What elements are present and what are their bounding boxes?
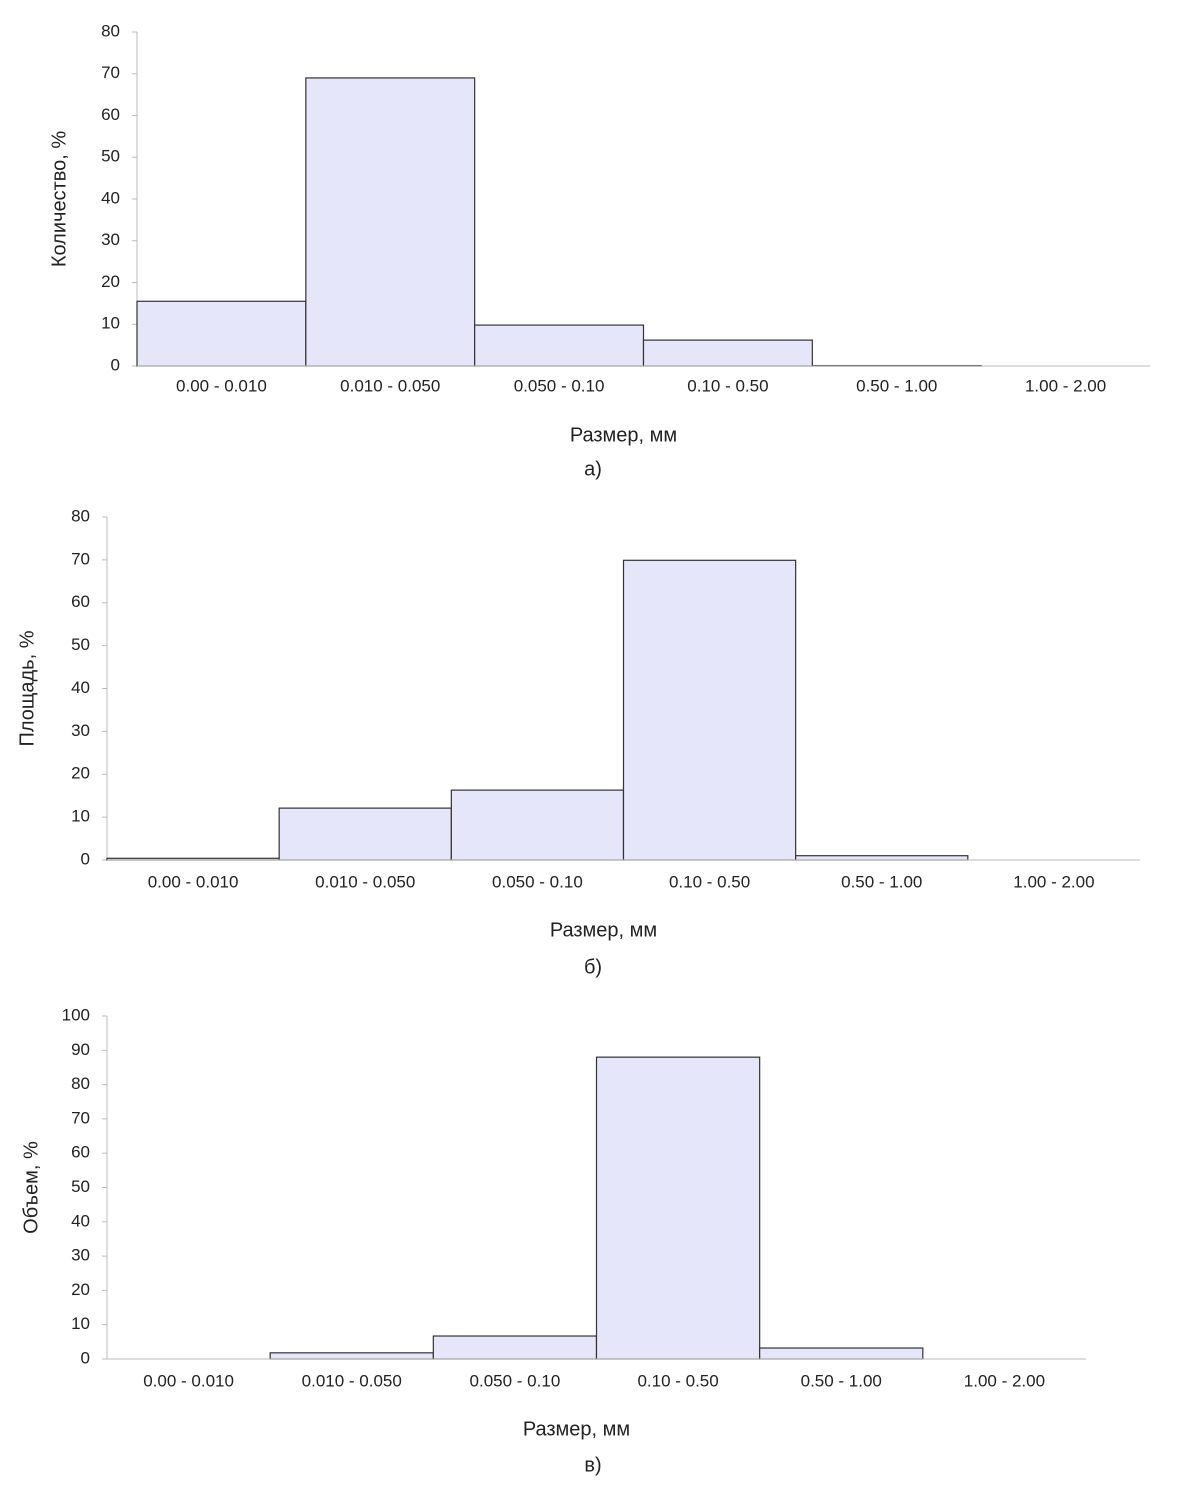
y-tick-label: 60	[71, 1143, 90, 1162]
y-tick-label: 0	[111, 355, 120, 374]
bar	[136, 300, 307, 367]
bar	[642, 339, 813, 367]
caption: а)	[584, 458, 602, 480]
y-tick-label: 60	[71, 592, 90, 611]
y-tick-label: 100	[62, 1005, 90, 1024]
x-axis-label: Размер, мм	[550, 919, 657, 941]
x-axis-label: Размер, мм	[523, 1418, 630, 1440]
y-tick-label: 90	[71, 1040, 90, 1059]
x-tick-label: 1.00 - 2.00	[1013, 872, 1094, 891]
x-tick-label: 0.010 - 0.050	[340, 376, 440, 395]
y-tick-label: 70	[101, 63, 120, 82]
y-tick-label: 40	[71, 1211, 90, 1230]
bar	[269, 1352, 434, 1360]
x-tick-label: 0.00 - 0.010	[148, 872, 239, 891]
x-tick-label: 1.00 - 2.00	[1025, 376, 1106, 395]
bar	[278, 807, 452, 861]
caption: в)	[584, 1454, 601, 1476]
x-tick-label: 0.10 - 0.50	[669, 872, 750, 891]
x-tick-label: 0.10 - 0.50	[637, 1371, 718, 1390]
y-tick-label: 50	[71, 635, 90, 654]
y-tick-label: 70	[71, 549, 90, 568]
x-tick-label: 0.050 - 0.10	[514, 376, 605, 395]
x-tick-label: 0.00 - 0.010	[176, 376, 267, 395]
y-tick-label: 30	[101, 230, 120, 249]
x-tick-label: 0.010 - 0.050	[315, 872, 415, 891]
bar	[595, 1056, 761, 1360]
bar	[474, 324, 645, 367]
x-tick-label: 0.50 - 1.00	[856, 376, 937, 395]
y-tick-label: 10	[71, 807, 90, 826]
x-tick-label: 0.050 - 0.10	[470, 1371, 561, 1390]
y-tick-label: 80	[71, 1074, 90, 1093]
y-tick-label: 60	[101, 105, 120, 124]
bar	[432, 1335, 598, 1360]
bar	[450, 789, 625, 861]
y-tick-label: 70	[71, 1108, 90, 1127]
x-tick-label: 0.050 - 0.10	[492, 872, 583, 891]
y-tick-label: 20	[71, 764, 90, 783]
x-tick-label: 0.10 - 0.50	[687, 376, 768, 395]
y-tick-label: 0	[81, 849, 90, 868]
x-axis-label: Размер, мм	[570, 424, 677, 446]
y-tick-label: 30	[71, 721, 90, 740]
y-tick-label: 10	[71, 1314, 90, 1333]
x-tick-label: 1.00 - 2.00	[964, 1371, 1045, 1390]
y-tick-label: 50	[101, 147, 120, 166]
y-tick-label: 0	[81, 1348, 90, 1367]
y-tick-label: 30	[71, 1246, 90, 1265]
y-tick-label: 40	[101, 188, 120, 207]
y-tick-label: 10	[101, 314, 120, 333]
y-tick-label: 80	[71, 506, 90, 525]
y-tick-label: 20	[71, 1280, 90, 1299]
bar	[305, 77, 476, 367]
bar	[795, 855, 969, 861]
x-tick-label: 0.50 - 1.00	[841, 872, 922, 891]
y-axis-label: Объем, %	[20, 1141, 42, 1234]
y-tick-label: 50	[71, 1177, 90, 1196]
x-tick-label: 0.00 - 0.010	[143, 1371, 234, 1390]
y-tick-label: 80	[101, 21, 120, 40]
caption: б)	[584, 956, 602, 978]
x-tick-label: 0.010 - 0.050	[302, 1371, 402, 1390]
y-axis-label: Площадь, %	[16, 630, 38, 746]
bar	[622, 559, 797, 861]
y-tick-label: 40	[71, 678, 90, 697]
bar	[759, 1347, 924, 1360]
y-axis-label: Количество, %	[48, 131, 70, 268]
x-tick-label: 0.50 - 1.00	[801, 1371, 882, 1390]
y-tick-label: 20	[101, 272, 120, 291]
